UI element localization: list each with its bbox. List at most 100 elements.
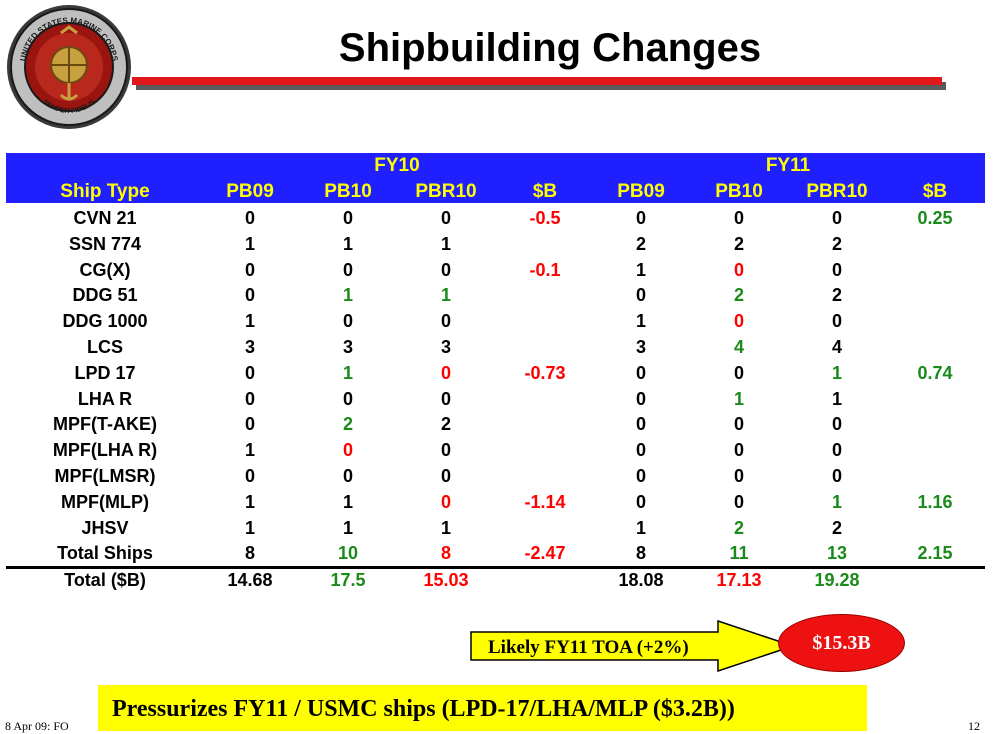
total-cell: 17.13 [716, 570, 762, 590]
table-cell: 1 [831, 362, 842, 383]
group-header-fy10: FY10 [374, 155, 420, 176]
table-cell: 1 [244, 233, 255, 254]
table-cell: 2 [635, 233, 646, 254]
table-cell: 8 [440, 543, 451, 564]
toa-callout-text: Likely FY11 TOA (+2%) [488, 637, 689, 658]
table-cell: 1 [342, 285, 353, 306]
table-cell: 0 [831, 259, 842, 280]
table-cell: 1 [635, 259, 646, 280]
table-cell: 1 [440, 517, 451, 538]
table-cell: 0 [635, 466, 646, 486]
table-cell: 0 [244, 208, 255, 228]
table-cell: 2 [440, 414, 451, 435]
toa-value-oval: $15.3B [778, 614, 905, 672]
row-label: LCS [87, 337, 123, 357]
table-cell: 0 [831, 208, 842, 228]
column-header: PB10 [324, 181, 372, 202]
column-header: PB10 [715, 181, 763, 202]
table-cell: 0 [244, 362, 255, 383]
column-header: PB09 [226, 181, 274, 202]
table-cell: 0 [342, 388, 353, 409]
table-cell: 1 [440, 233, 451, 254]
table-cell: 0 [831, 466, 842, 486]
table-cell: 0 [440, 388, 451, 409]
table-cell: 0 [831, 440, 842, 461]
table-cell: 0 [733, 466, 744, 486]
table-cell: 1 [244, 491, 255, 512]
summary-banner: Pressurizes FY11 / USMC ships (LPD-17/LH… [98, 685, 867, 731]
table-cell: 1 [440, 285, 451, 306]
table-cell: 3 [635, 337, 646, 357]
table-cell: -1.14 [524, 491, 566, 512]
table-cell: 0 [440, 440, 451, 461]
table-cell: 0 [733, 414, 744, 435]
table-cell: 0 [440, 259, 451, 280]
total-cell: 19.28 [814, 570, 860, 590]
table-cell: 11 [729, 543, 749, 564]
row-label: DDG 1000 [62, 311, 148, 332]
table-cell: 1 [831, 388, 842, 409]
table-cell: 0 [440, 311, 451, 332]
table-cell: 1 [733, 388, 744, 409]
table-cell: 3 [244, 337, 255, 357]
table-cell: 0 [635, 491, 646, 512]
row-label: JHSV [81, 517, 129, 538]
table-cell: 0 [635, 208, 646, 228]
table-cell: 0 [635, 285, 646, 306]
row-label: DDG 51 [72, 285, 138, 306]
table-cell: 2.15 [917, 543, 953, 564]
table-cell: 0 [635, 414, 646, 435]
total-row-label: Total ($B) [64, 570, 146, 590]
total-divider [6, 566, 985, 569]
table-cell: 0 [635, 440, 646, 461]
table-cell: 2 [733, 285, 744, 306]
table-cell: 2 [831, 285, 842, 306]
title-rule [132, 77, 942, 85]
table-cell: 0 [342, 259, 353, 280]
row-label: MPF(LMSR) [54, 466, 156, 486]
table-cell: 4 [831, 337, 842, 357]
column-header: $B [922, 181, 948, 202]
table-cell: 8 [635, 543, 646, 564]
table-cell: 0 [440, 362, 451, 383]
row-label: MPF(LHA R) [52, 440, 158, 461]
table-cell: 2 [831, 233, 842, 254]
total-cell: 15.03 [423, 570, 469, 590]
usmc-seal-logo: UNITED STATES MARINE CORPS SEMPER FIDELI… [5, 3, 133, 131]
row-label: CVN 21 [73, 208, 137, 228]
table-cell: 0 [342, 466, 353, 486]
table-cell: 2 [831, 517, 842, 538]
row-label: MPF(MLP) [61, 491, 149, 512]
table-cell: 0 [244, 259, 255, 280]
table-cell: -0.1 [529, 259, 561, 280]
page-title: Shipbuilding Changes [338, 26, 762, 70]
table-header-band [6, 153, 985, 203]
table-cell: 1 [244, 517, 255, 538]
table-cell: 0 [733, 259, 744, 280]
table-cell: 0 [440, 491, 451, 512]
toa-callout-arrow: Likely FY11 TOA (+2%) [470, 619, 796, 673]
table-cell: 0 [342, 311, 353, 332]
table-cell: 0 [342, 440, 353, 461]
total-cell: 18.08 [618, 570, 664, 590]
table-cell: -2.47 [524, 543, 566, 564]
total-cell: 17.5 [330, 570, 366, 590]
table-cell: 0 [733, 208, 744, 228]
table-cell: 0 [440, 466, 451, 486]
column-header: Ship Type [60, 181, 150, 202]
row-label: LHA R [77, 388, 133, 409]
table-cell: 2 [733, 233, 744, 254]
table-cell: 1.16 [917, 491, 953, 512]
footer-page-number: 12 [968, 719, 980, 733]
footer-date: 8 Apr 09: FO [5, 719, 69, 733]
table-cell: 0 [244, 414, 255, 435]
row-label: SSN 774 [68, 233, 142, 254]
total-cell: 14.68 [227, 570, 273, 590]
title-rule-shadow [136, 82, 946, 90]
arrow-shape [470, 619, 796, 673]
table-cell: 10 [337, 543, 359, 564]
table-cell: 4 [733, 337, 744, 357]
table-cell: 0 [635, 362, 646, 383]
column-header: PBR10 [806, 181, 868, 202]
table-cell: 0.74 [917, 362, 953, 383]
